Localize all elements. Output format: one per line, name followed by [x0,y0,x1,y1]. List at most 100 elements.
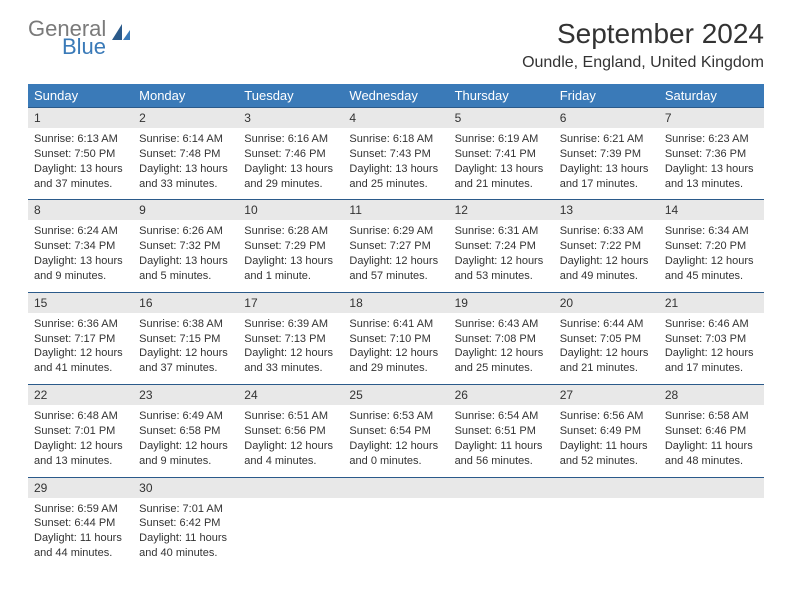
day-number: 29 [28,477,133,498]
day-number: 15 [28,292,133,313]
sunrise-text: Sunrise: 6:44 AM [560,317,653,332]
day-header: Tuesday [238,84,343,107]
daylight-text-2: and 44 minutes. [34,546,127,561]
day-number [238,477,343,498]
daylight-text-1: Daylight: 13 hours [455,162,548,177]
daylight-text-2: and 29 minutes. [244,177,337,192]
sunrise-text: Sunrise: 6:43 AM [455,317,548,332]
day-cell: Sunrise: 6:14 AMSunset: 7:48 PMDaylight:… [133,128,238,200]
day-header: Saturday [659,84,764,107]
sunrise-text: Sunrise: 6:26 AM [139,224,232,239]
sunset-text: Sunset: 7:01 PM [34,424,127,439]
sunrise-text: Sunrise: 7:01 AM [139,502,232,517]
day-number: 6 [554,108,659,129]
sunset-text: Sunset: 7:29 PM [244,239,337,254]
sunset-text: Sunset: 7:39 PM [560,147,653,162]
day-number: 3 [238,108,343,129]
daylight-text-2: and 0 minutes. [349,454,442,469]
sunset-text: Sunset: 7:03 PM [665,332,758,347]
daylight-text-1: Daylight: 12 hours [244,346,337,361]
day-cell: Sunrise: 6:24 AMSunset: 7:34 PMDaylight:… [28,220,133,292]
day-cell: Sunrise: 6:13 AMSunset: 7:50 PMDaylight:… [28,128,133,200]
daylight-text-2: and 4 minutes. [244,454,337,469]
day-cell: Sunrise: 6:59 AMSunset: 6:44 PMDaylight:… [28,498,133,569]
day-number: 8 [28,200,133,221]
day-number: 10 [238,200,343,221]
daylight-text-2: and 56 minutes. [455,454,548,469]
day-number: 27 [554,385,659,406]
sunrise-text: Sunrise: 6:46 AM [665,317,758,332]
day-cell: Sunrise: 6:49 AMSunset: 6:58 PMDaylight:… [133,405,238,477]
day-number: 16 [133,292,238,313]
daylight-text-2: and 49 minutes. [560,269,653,284]
calendar-body: 1234567Sunrise: 6:13 AMSunset: 7:50 PMDa… [28,107,764,569]
daylight-text-2: and 37 minutes. [139,361,232,376]
day-cell: Sunrise: 6:48 AMSunset: 7:01 PMDaylight:… [28,405,133,477]
day-cell: Sunrise: 6:38 AMSunset: 7:15 PMDaylight:… [133,313,238,385]
daylight-text-1: Daylight: 12 hours [349,346,442,361]
daylight-text-1: Daylight: 13 hours [244,254,337,269]
day-cell: Sunrise: 6:23 AMSunset: 7:36 PMDaylight:… [659,128,764,200]
day-number: 2 [133,108,238,129]
daylight-text-2: and 9 minutes. [139,454,232,469]
day-number-row: 891011121314 [28,200,764,221]
daylight-text-2: and 37 minutes. [34,177,127,192]
day-number: 14 [659,200,764,221]
daylight-text-1: Daylight: 12 hours [560,346,653,361]
daylight-text-2: and 21 minutes. [455,177,548,192]
daylight-text-1: Daylight: 13 hours [34,254,127,269]
title-block: September 2024 Oundle, England, United K… [522,18,764,72]
sunrise-text: Sunrise: 6:14 AM [139,132,232,147]
daylight-text-2: and 29 minutes. [349,361,442,376]
sunset-text: Sunset: 7:17 PM [34,332,127,347]
sunset-text: Sunset: 7:34 PM [34,239,127,254]
daylight-text-2: and 5 minutes. [139,269,232,284]
day-cell [238,498,343,569]
day-number: 28 [659,385,764,406]
day-header: Wednesday [343,84,448,107]
sunset-text: Sunset: 6:54 PM [349,424,442,439]
daylight-text-1: Daylight: 13 hours [244,162,337,177]
daylight-text-1: Daylight: 11 hours [560,439,653,454]
day-number: 24 [238,385,343,406]
calendar-table: Sunday Monday Tuesday Wednesday Thursday… [28,84,764,107]
sunset-text: Sunset: 7:41 PM [455,147,548,162]
sunset-text: Sunset: 7:05 PM [560,332,653,347]
day-cell [659,498,764,569]
day-info-row: Sunrise: 6:36 AMSunset: 7:17 PM Daylight:… [28,313,764,385]
day-cell: Sunrise: 6:51 AMSunset: 6:56 PMDaylight:… [238,405,343,477]
sunset-text: Sunset: 6:58 PM [139,424,232,439]
sunset-text: Sunset: 7:36 PM [665,147,758,162]
sunrise-text: Sunrise: 6:41 AM [349,317,442,332]
day-cell: Sunrise: 6:43 AMSunset: 7:08 PMDaylight:… [449,313,554,385]
sunset-text: Sunset: 7:20 PM [665,239,758,254]
sunrise-text: Sunrise: 6:21 AM [560,132,653,147]
sunrise-text: Sunrise: 6:24 AM [34,224,127,239]
day-number: 4 [343,108,448,129]
day-cell: Sunrise: 6:56 AMSunset: 6:49 PMDaylight:… [554,405,659,477]
day-number: 19 [449,292,554,313]
sunrise-text: Sunrise: 6:13 AM [34,132,127,147]
daylight-text-2: and 52 minutes. [560,454,653,469]
daylight-text-2: and 13 minutes. [665,177,758,192]
day-cell: Sunrise: 6:53 AMSunset: 6:54 PMDaylight:… [343,405,448,477]
day-cell: Sunrise: 6:33 AMSunset: 7:22 PMDaylight:… [554,220,659,292]
day-cell: Sunrise: 6:29 AMSunset: 7:27 PMDaylight:… [343,220,448,292]
day-number: 30 [133,477,238,498]
sunrise-text: Sunrise: 6:36 AM [34,317,127,332]
day-cell: Sunrise: 6:34 AMSunset: 7:20 PMDaylight:… [659,220,764,292]
logo-sail-icon [110,22,132,49]
sunset-text: Sunset: 7:10 PM [349,332,442,347]
sunset-text: Sunset: 7:13 PM [244,332,337,347]
daylight-text-1: Daylight: 12 hours [34,439,127,454]
sunset-text: Sunset: 7:48 PM [139,147,232,162]
daylight-text-2: and 13 minutes. [34,454,127,469]
day-number: 13 [554,200,659,221]
day-number: 21 [659,292,764,313]
day-number: 11 [343,200,448,221]
day-number-row: 1234567 [28,108,764,129]
header: General Blue September 2024 Oundle, Engl… [28,18,764,72]
day-header: Monday [133,84,238,107]
daylight-text-1: Daylight: 12 hours [665,346,758,361]
day-number: 1 [28,108,133,129]
